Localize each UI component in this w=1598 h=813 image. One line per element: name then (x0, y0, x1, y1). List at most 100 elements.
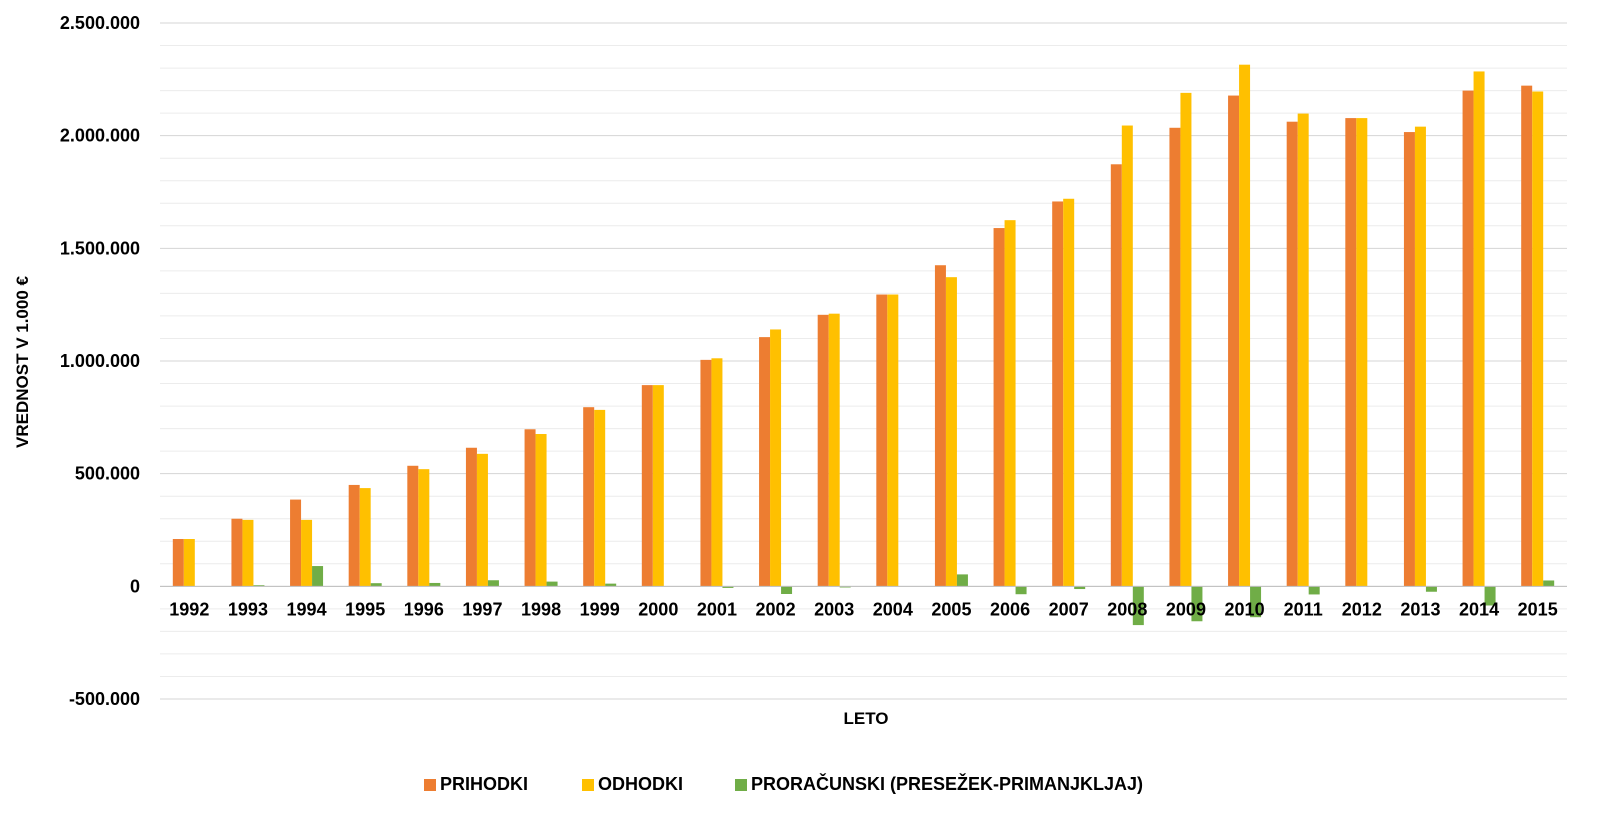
x-tick-label: 2005 (931, 599, 971, 619)
bar-prihodki-2010 (1228, 95, 1240, 587)
bar-prihodki-1995 (348, 484, 360, 587)
bar-proračunski-2008 (1132, 586, 1144, 626)
bar-prihodki-2014 (1462, 90, 1474, 587)
bar-odhodki-2012 (1356, 118, 1368, 587)
bar-prihodki-2000 (641, 385, 653, 587)
bar-prihodki-2006 (993, 228, 1005, 587)
x-axis-tick-labels: 1992 1993 1994 1995 1996 1997 1998 1999 2000 2001… (169, 599, 1557, 619)
bar-odhodki-1993 (242, 519, 254, 587)
bar-prihodki-2002 (759, 337, 771, 587)
bar-odhodki-2000 (652, 385, 664, 587)
bar-proračunski-2015 (1543, 580, 1555, 587)
bar-odhodki-2014 (1473, 71, 1485, 587)
bar-odhodki-2009 (1180, 92, 1192, 587)
bar-odhodki-2006 (1004, 220, 1016, 587)
x-tick-label: 1992 (169, 599, 209, 619)
bar-proračunski-2002 (781, 586, 793, 594)
x-tick-label: 1998 (521, 599, 561, 619)
bar-odhodki-1996 (418, 469, 430, 587)
bar-proračunski-2009 (1191, 586, 1203, 622)
legend: PRIHODKI ODHODKI PRORAČUNSKI (PRESEŽEK-PRI… (424, 773, 1143, 794)
bar-prihodki-1993 (231, 518, 243, 587)
x-tick-label: 2001 (697, 599, 737, 619)
x-tick-label: 2012 (1342, 599, 1382, 619)
bars (172, 64, 1555, 626)
bar-odhodki-1999 (594, 409, 606, 587)
bar-odhodki-2013 (1414, 126, 1426, 587)
bar-prihodki-2005 (934, 265, 946, 587)
y-tick-label: 2.500.000 (60, 13, 140, 33)
x-tick-label: 2013 (1400, 599, 1440, 619)
x-tick-label: 2000 (638, 599, 678, 619)
x-tick-label: 1996 (404, 599, 444, 619)
bar-prihodki-2009 (1169, 127, 1181, 587)
bar-odhodki-2001 (711, 358, 723, 587)
bar-odhodki-1995 (359, 488, 371, 587)
x-axis-title: LETO (843, 709, 888, 728)
x-tick-label: 2008 (1107, 599, 1147, 619)
x-tick-label: 1997 (462, 599, 502, 619)
bar-proračunski-1997 (487, 580, 499, 587)
bar-proračunski-2007 (1074, 586, 1086, 590)
bar-proračunski-2001 (722, 586, 734, 588)
x-tick-label: 2002 (756, 599, 796, 619)
x-tick-label: 1995 (345, 599, 385, 619)
bar-proračunski-2013 (1425, 586, 1437, 592)
bar-odhodki-2008 (1121, 125, 1133, 587)
x-tick-label: 1994 (287, 599, 327, 619)
x-tick-label: 2015 (1518, 599, 1558, 619)
x-tick-label: 2010 (1225, 599, 1265, 619)
bar-proračunski-2003 (839, 586, 851, 588)
bar-prihodki-1998 (524, 429, 536, 587)
bar-proračunski-1995 (370, 583, 382, 587)
bar-proračunski-2011 (1308, 586, 1320, 595)
bar-prihodki-2008 (1110, 164, 1122, 587)
x-tick-label: 2011 (1284, 599, 1323, 619)
bar-prihodki-2012 (1345, 118, 1357, 587)
x-tick-label: 2007 (1049, 599, 1089, 619)
bar-proračunski-2006 (1015, 586, 1027, 595)
bar-prihodki-1999 (583, 407, 595, 587)
bar-proračunski-1999 (605, 583, 617, 587)
bar-proračunski-2014 (1484, 586, 1496, 606)
legend-swatch (735, 779, 747, 791)
bar-odhodki-1997 (476, 453, 488, 587)
x-tick-label: 2009 (1166, 599, 1206, 619)
bar-odhodki-2002 (770, 329, 782, 587)
x-tick-label: 2014 (1459, 599, 1499, 619)
bar-proračunski-2005 (956, 574, 968, 587)
legend-swatch (424, 779, 436, 791)
bar-odhodki-2010 (1239, 64, 1251, 587)
bar-prihodki-1992 (172, 539, 184, 587)
y-tick-label: 2.000.000 (60, 126, 140, 146)
bar-proračunski-1993 (253, 585, 265, 587)
x-tick-label: 2003 (814, 599, 854, 619)
bar-proračunski-1996 (429, 582, 441, 587)
y-tick-label: -500.000 (69, 689, 140, 709)
bar-proračunski-2010 (1250, 586, 1262, 618)
y-axis-tick-labels: -500.000 0 500.000 1.000.000 1.500.000 2.000.… (60, 13, 140, 709)
x-tick-label: 2004 (873, 599, 913, 619)
x-tick-label: 1993 (228, 599, 268, 619)
bar-odhodki-2003 (828, 313, 840, 587)
bar-prihodki-2004 (876, 294, 888, 587)
legend-swatch (582, 779, 594, 791)
bar-odhodki-2007 (1063, 198, 1075, 587)
bar-prihodki-2001 (700, 359, 712, 587)
y-tick-label: 0 (130, 576, 140, 596)
bar-odhodki-2004 (887, 294, 899, 587)
y-tick-label: 1.000.000 (60, 351, 140, 371)
bar-prihodki-2013 (1403, 132, 1415, 587)
legend-label: ODHODKI (598, 774, 683, 794)
bar-odhodki-1994 (301, 519, 313, 587)
bar-prihodki-2015 (1521, 85, 1533, 587)
bar-odhodki-2005 (945, 277, 957, 587)
legend-label: PRIHODKI (440, 774, 528, 794)
bar-odhodki-1992 (183, 539, 195, 587)
bar-proračunski-1994 (312, 566, 324, 587)
bar-prihodki-1996 (407, 465, 419, 587)
legend-label: PRORAČUNSKI (PRESEŽEK-PRIMANJKLJAJ) (751, 773, 1143, 794)
x-tick-label: 2006 (990, 599, 1030, 619)
